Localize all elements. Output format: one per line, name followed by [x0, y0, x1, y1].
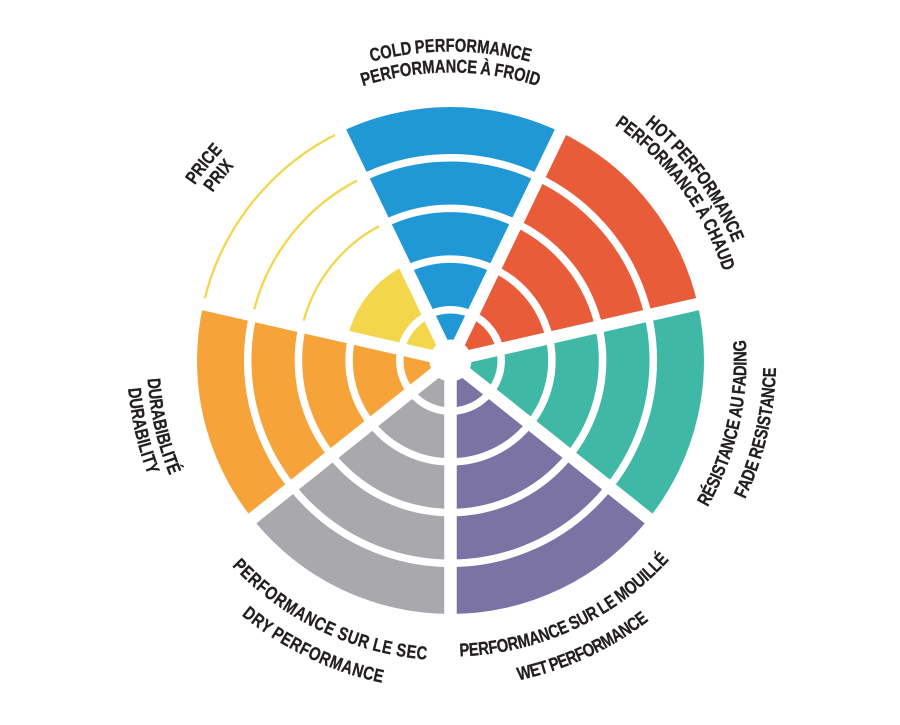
svg-text:M: M	[476, 36, 490, 58]
svg-text:A: A	[724, 405, 747, 419]
svg-text:A: A	[434, 56, 445, 77]
svg-text:E: E	[759, 367, 780, 378]
svg-text:E: E	[405, 641, 418, 663]
svg-text:G: G	[729, 340, 751, 352]
svg-text:U: U	[144, 387, 166, 400]
svg-text:F: F	[446, 35, 455, 56]
svg-text:O: O	[454, 35, 466, 56]
svg-text:R: R	[378, 62, 393, 85]
svg-text:S: S	[750, 427, 773, 441]
svg-text:M: M	[422, 56, 436, 78]
svg-text:I: I	[158, 449, 179, 460]
svg-text:F: F	[487, 636, 499, 658]
svg-text:I: I	[730, 362, 751, 366]
svg-text:C: C	[456, 56, 467, 77]
svg-text:B: B	[130, 427, 153, 442]
svg-text:O: O	[378, 41, 394, 64]
svg-text:R: R	[410, 57, 423, 79]
svg-text:F: F	[389, 60, 402, 82]
svg-text:S: S	[753, 414, 776, 428]
svg-text:N: N	[730, 351, 751, 362]
svg-text:N: N	[499, 39, 513, 62]
svg-text:A: A	[147, 407, 170, 421]
svg-text:E: E	[371, 664, 385, 687]
svg-text:I: I	[523, 66, 532, 87]
svg-text:R: R	[502, 61, 517, 84]
svg-text:R: R	[466, 35, 478, 57]
svg-text:U: U	[726, 395, 748, 409]
svg-text:R: R	[145, 397, 167, 411]
svg-text:C: C	[367, 43, 382, 66]
svg-text:F: F	[493, 59, 505, 81]
svg-text:À: À	[479, 57, 492, 79]
svg-text:R: R	[477, 637, 490, 659]
svg-text:C: C	[509, 41, 524, 64]
svg-text:A: A	[128, 417, 151, 432]
svg-text:O: O	[512, 63, 528, 86]
svg-text:N: N	[757, 386, 779, 399]
svg-text:M: M	[515, 629, 532, 652]
svg-text:I: I	[136, 449, 157, 459]
svg-text:R: R	[126, 407, 149, 421]
svg-text:C: C	[416, 642, 429, 664]
svg-text:P: P	[459, 639, 470, 660]
svg-text:E: E	[424, 35, 435, 57]
svg-text:A: A	[729, 375, 751, 387]
svg-text:O: O	[495, 634, 510, 657]
svg-text:F: F	[728, 384, 750, 395]
svg-text:D: D	[730, 365, 751, 376]
svg-text:I: I	[133, 437, 154, 446]
svg-text:A: A	[488, 37, 501, 59]
svg-text:E: E	[466, 56, 477, 78]
svg-text:R: R	[506, 632, 521, 655]
svg-text:C: C	[361, 662, 377, 685]
svg-text:I: I	[151, 427, 172, 436]
svg-text:S: S	[395, 639, 408, 661]
svg-text:R: R	[434, 35, 445, 56]
svg-text:D: D	[124, 387, 146, 400]
svg-text:O: O	[398, 59, 413, 82]
svg-text:B: B	[149, 417, 172, 432]
svg-text:E: E	[380, 636, 394, 659]
svg-text:C: C	[758, 376, 780, 388]
svg-text:P: P	[414, 36, 426, 58]
svg-text:I: I	[752, 423, 773, 431]
svg-text:A: A	[756, 396, 778, 409]
svg-text:U: U	[125, 397, 147, 410]
svg-text:E: E	[722, 417, 745, 431]
svg-text:D: D	[399, 37, 412, 59]
svg-text:W: W	[515, 661, 534, 685]
svg-text:N: N	[446, 56, 457, 77]
svg-text:L: L	[390, 39, 402, 61]
svg-text:E: E	[468, 639, 479, 661]
svg-text:D: D	[143, 377, 165, 389]
